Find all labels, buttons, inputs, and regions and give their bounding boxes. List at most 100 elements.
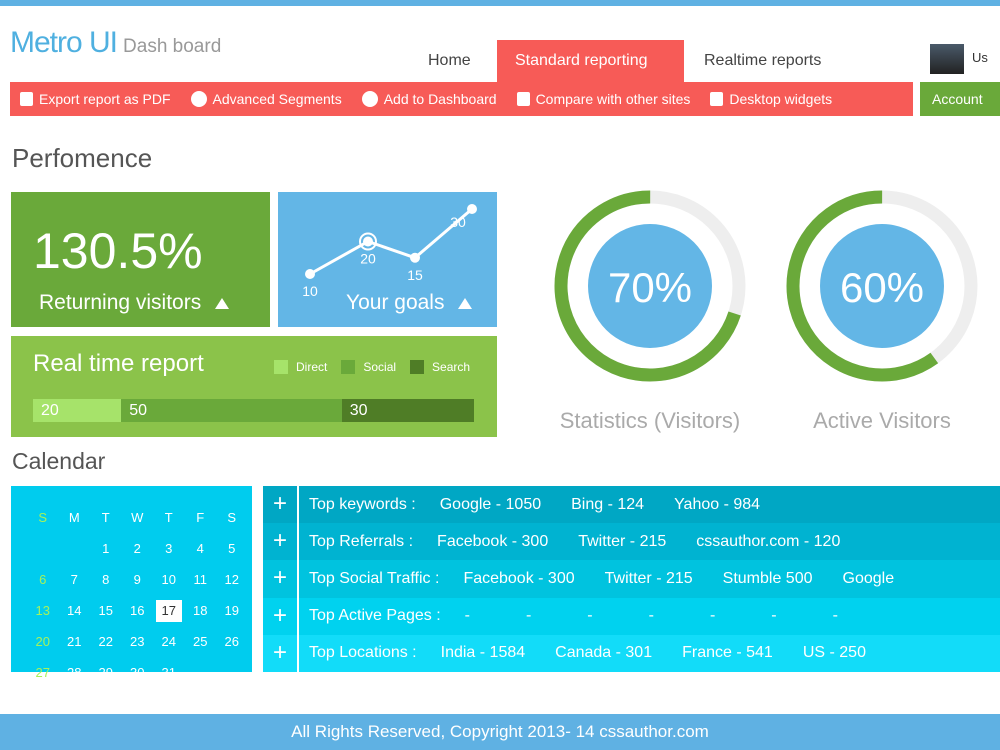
gauge-value: 70% [608,264,692,311]
tab-home[interactable]: Home [428,52,471,69]
goals-point [467,204,477,214]
calendar-day[interactable]: 11 [185,564,217,595]
calendar-day-number: 8 [102,572,110,587]
avatar[interactable] [930,44,964,74]
calendar-day-number: 19 [224,603,239,618]
calendar-day-number: 27 [35,665,50,680]
calendar-day-number: 12 [224,572,239,587]
calendar-day[interactable]: 4 [185,533,217,564]
legend-label: Direct [296,360,328,374]
goals-line [309,207,473,276]
expand-plus-icon[interactable]: + [263,523,299,561]
expand-plus-icon[interactable]: + [263,634,299,672]
calendar-day-number: 2 [133,541,141,556]
expand-plus-icon[interactable]: + [263,486,299,524]
user-name[interactable]: Us [972,50,988,65]
calendar-day[interactable]: 20 [27,626,59,657]
calendar-day[interactable]: 17 [153,595,185,626]
realtime-report-tile: Real time report Direct Social Search 20 50… [11,336,497,437]
calendar-day[interactable]: 28 [59,657,91,688]
goals-point-label: 10 [302,283,318,299]
toolbar-item-label: Compare with other sites [535,91,691,107]
calendar-day[interactable]: 3 [153,533,185,564]
expand-plus-icon[interactable]: + [263,597,299,635]
calendar-day [185,657,217,688]
stats-row: + Top Referrals : Facebook - 300 Twitter - … [263,523,1000,561]
calendar-day[interactable]: 18 [185,595,217,626]
calendar-day[interactable]: 12 [216,564,248,595]
calendar-day[interactable]: 21 [59,626,91,657]
legend-swatch [274,360,288,374]
goals-point-highlight [359,232,377,251]
toolbar-item[interactable]: Export report as PDF [20,91,171,107]
calendar-day[interactable]: 5 [216,533,248,564]
tab-standard-reporting[interactable]: Standard reporting [497,40,684,82]
gauge-center [820,224,944,348]
calendar-day[interactable]: 6 [27,564,59,595]
toolbar-item[interactable]: Advanced Segments [190,91,342,107]
calendar-day[interactable]: 23 [122,626,154,657]
calendar-day[interactable]: 25 [185,626,217,657]
plus-circle-icon [361,91,378,107]
calendar-day-number: 6 [39,572,47,587]
calendar-day[interactable]: 30 [122,657,154,688]
gauge-center [588,224,712,348]
legend-label: Social [363,360,397,374]
toolbar-item[interactable]: Add to Dashboard [361,91,497,107]
calendar-day[interactable]: 19 [216,595,248,626]
calendar-day-number: 9 [133,572,141,587]
calendar-day[interactable]: 16 [122,595,154,626]
tab-realtime-reports[interactable]: Realtime reports [704,52,822,69]
calendar-day-number: 11 [193,572,208,587]
calendar-day[interactable]: 29 [90,657,122,688]
calendar-day[interactable]: 10 [153,564,185,595]
calendar-day-number: 26 [224,634,239,649]
calendar-day[interactable]: 8 [90,564,122,595]
logo-subtitle: Dash board [123,36,222,57]
footer: All Rights Reserved, Copyright 2013- 14 … [0,714,1000,750]
stats-row: + Top Social Traffic : Facebook - 300 Twitt… [263,560,1000,598]
stats-row-item: France - 541 [682,644,773,662]
toolbar-item[interactable]: Compare with other sites [516,91,691,107]
calendar-day [27,533,59,564]
returning-label: Returning visitors [39,291,202,314]
toolbar-item-label: Advanced Segments [212,91,342,107]
calendar-day[interactable]: 26 [216,626,248,657]
stats-row-label: Top Active Pages : [309,607,441,625]
weekday-header: M [68,510,80,525]
stats-row-label: Top Social Traffic : [309,569,440,587]
toolbar-item-label: Add to Dashboard [383,91,497,107]
calendar-day[interactable]: 15 [90,595,122,626]
toolbar-item[interactable]: Desktop widgets [710,91,832,107]
gauge-label: Active Visitors [813,408,951,433]
calendar-day[interactable]: 14 [59,595,91,626]
goals-tile[interactable]: 10 20 15 30 Your goals [278,192,497,327]
calendar-day[interactable]: 9 [122,564,154,595]
calendar-day[interactable]: 7 [59,564,91,595]
toolbar-item-label: Desktop widgets [729,91,833,107]
stats-row-item: - [525,607,532,625]
legend-swatch [410,360,425,374]
calendar-day-number: 21 [67,634,82,649]
calendar-day[interactable]: 13 [27,595,59,626]
calendar-day[interactable]: 27 [27,657,59,688]
stats-row-item: Twitter - 215 [604,569,693,587]
stats-list: + Top keywords : Google - 1050 Bing - 124 Ya… [263,486,1000,672]
weekday-header: T [164,510,173,525]
calendar-day[interactable]: 2 [122,533,154,564]
account-button[interactable]: Account [920,82,1000,116]
gauge-ring: 70% [554,190,746,382]
calendar-day[interactable]: 24 [153,626,185,657]
calendar-day[interactable]: 22 [90,626,122,657]
windows-icon [710,92,724,106]
calendar-day[interactable]: 1 [90,533,122,564]
returning-value: 130.5% [33,223,203,279]
expand-plus-icon[interactable]: + [263,560,299,598]
goals-point-label: 20 [360,251,376,267]
stats-row-item: US - 250 [802,644,866,662]
goals-label: Your goals [346,291,445,314]
returning-visitors-tile[interactable]: 130.5% Returning visitors [11,192,270,327]
calendar-day[interactable]: 31 [153,657,185,688]
goals-point-label: 30 [450,214,466,230]
stats-row-item: - [709,607,716,625]
